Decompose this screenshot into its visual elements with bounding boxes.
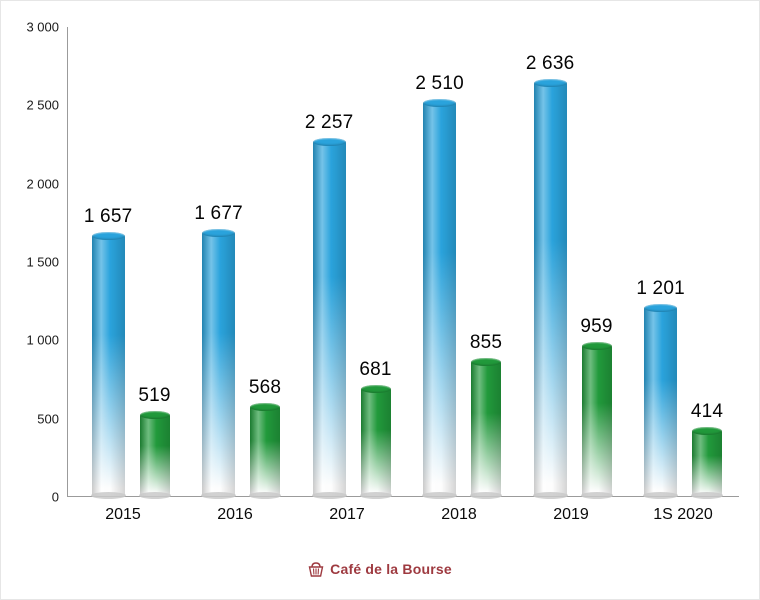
blue-series-column: 2 636 bbox=[525, 53, 575, 499]
green-series-column: 959 bbox=[580, 316, 613, 499]
green-series-column: 855 bbox=[469, 332, 503, 499]
green-series-column: 414 bbox=[690, 401, 724, 499]
green-series-column: 519 bbox=[138, 385, 171, 499]
y-tick-label: 2 500 bbox=[26, 97, 59, 113]
green-series-bar bbox=[249, 403, 282, 499]
y-axis: 3 000 2 500 2 000 1 500 1 000 500 0 bbox=[15, 20, 67, 505]
value-label: 2 510 bbox=[415, 73, 464, 94]
value-label: 1 201 bbox=[636, 278, 685, 299]
green-series-bar bbox=[138, 411, 171, 499]
y-tick-label: 500 bbox=[37, 411, 59, 427]
bar-bottom-shadow bbox=[249, 492, 282, 499]
value-label: 2 636 bbox=[525, 53, 575, 74]
value-label: 2 257 bbox=[304, 112, 354, 133]
x-axis-label: 1S 2020 bbox=[653, 506, 713, 523]
plot-area: 1 657 519 1 677 568 2 257 681 2 510 855 2 636 959… bbox=[67, 27, 739, 499]
value-label: 414 bbox=[690, 401, 724, 422]
bar-bottom-shadow bbox=[643, 492, 679, 499]
bar-group: 1 657 519 bbox=[83, 206, 171, 499]
x-axis-label: 2019 bbox=[553, 506, 589, 523]
blue-series-column: 2 257 bbox=[304, 112, 354, 499]
y-tick-label: 1 500 bbox=[26, 254, 59, 270]
blue-series-column: 1 657 bbox=[83, 206, 133, 499]
value-label: 855 bbox=[469, 332, 503, 353]
bar-top-cap bbox=[471, 358, 502, 366]
value-label: 681 bbox=[359, 359, 392, 380]
bar-bottom-shadow bbox=[691, 492, 724, 499]
x-axis-label: 2015 bbox=[105, 506, 141, 523]
bar-bottom-shadow bbox=[311, 492, 347, 499]
blue-series-bar bbox=[422, 99, 458, 499]
bar-bottom-shadow bbox=[90, 492, 126, 499]
bar-top-cap bbox=[644, 304, 678, 312]
bar-top-cap bbox=[312, 138, 346, 146]
blue-series-column: 1 677 bbox=[194, 203, 243, 499]
y-tick-label: 1 000 bbox=[26, 332, 59, 348]
bar-top-cap bbox=[692, 427, 723, 435]
green-series-column: 681 bbox=[359, 359, 392, 499]
bar-top-cap bbox=[423, 99, 457, 107]
bar-top-cap bbox=[91, 232, 125, 240]
bar-bottom-shadow bbox=[422, 492, 458, 499]
green-series-bar bbox=[470, 358, 503, 499]
basket-icon bbox=[308, 561, 324, 577]
x-axis-label: 2018 bbox=[441, 506, 477, 523]
y-tick-label: 0 bbox=[51, 489, 59, 505]
green-series-bar bbox=[359, 385, 392, 499]
y-tick-label: 3 000 bbox=[26, 19, 59, 35]
bar-top-cap bbox=[360, 385, 391, 393]
value-label: 519 bbox=[138, 385, 171, 406]
blue-series-bar bbox=[643, 304, 679, 499]
bar-top-cap bbox=[533, 79, 567, 87]
blue-series-bar bbox=[532, 79, 568, 499]
bar-group: 2 257 681 bbox=[304, 112, 392, 499]
bar-top-cap bbox=[250, 403, 281, 411]
blue-series-bar bbox=[201, 229, 237, 499]
bar-bottom-shadow bbox=[201, 492, 237, 499]
bar-group: 2 636 959 bbox=[525, 53, 613, 499]
x-axis: 2015 2016 2017 2018 2019 1S 2020 bbox=[67, 506, 739, 524]
blue-series-bar bbox=[311, 138, 347, 499]
blue-series-bar bbox=[90, 232, 126, 499]
x-axis-label: 2016 bbox=[217, 506, 253, 523]
bar-bottom-shadow bbox=[359, 492, 392, 499]
value-label: 959 bbox=[580, 316, 613, 337]
value-label: 568 bbox=[248, 377, 282, 398]
green-series-bar bbox=[691, 427, 724, 499]
bar-group: 2 510 855 bbox=[415, 73, 503, 499]
green-series-column: 568 bbox=[248, 377, 282, 499]
brand-footer: Café de la Bourse bbox=[1, 561, 759, 577]
bar-top-cap bbox=[139, 411, 170, 419]
value-label: 1 677 bbox=[194, 203, 243, 224]
bar-chart: 3 000 2 500 2 000 1 500 1 000 500 0 1 657 519 1 … bbox=[15, 20, 739, 524]
bar-group: 1 677 568 bbox=[194, 203, 282, 499]
bar-bottom-shadow bbox=[138, 492, 171, 499]
bar-top-cap bbox=[202, 229, 236, 237]
bar-top-cap bbox=[581, 342, 612, 350]
brand-label: Café de la Bourse bbox=[330, 561, 452, 577]
bar-bottom-shadow bbox=[532, 492, 568, 499]
blue-series-column: 1 201 bbox=[636, 278, 685, 499]
y-tick-label: 2 000 bbox=[26, 176, 59, 192]
green-series-bar bbox=[580, 342, 613, 499]
bar-bottom-shadow bbox=[580, 492, 613, 499]
bar-group: 1 201 414 bbox=[636, 278, 724, 499]
bar-bottom-shadow bbox=[470, 492, 503, 499]
x-axis-label: 2017 bbox=[329, 506, 365, 523]
blue-series-column: 2 510 bbox=[415, 73, 464, 499]
value-label: 1 657 bbox=[83, 206, 133, 227]
